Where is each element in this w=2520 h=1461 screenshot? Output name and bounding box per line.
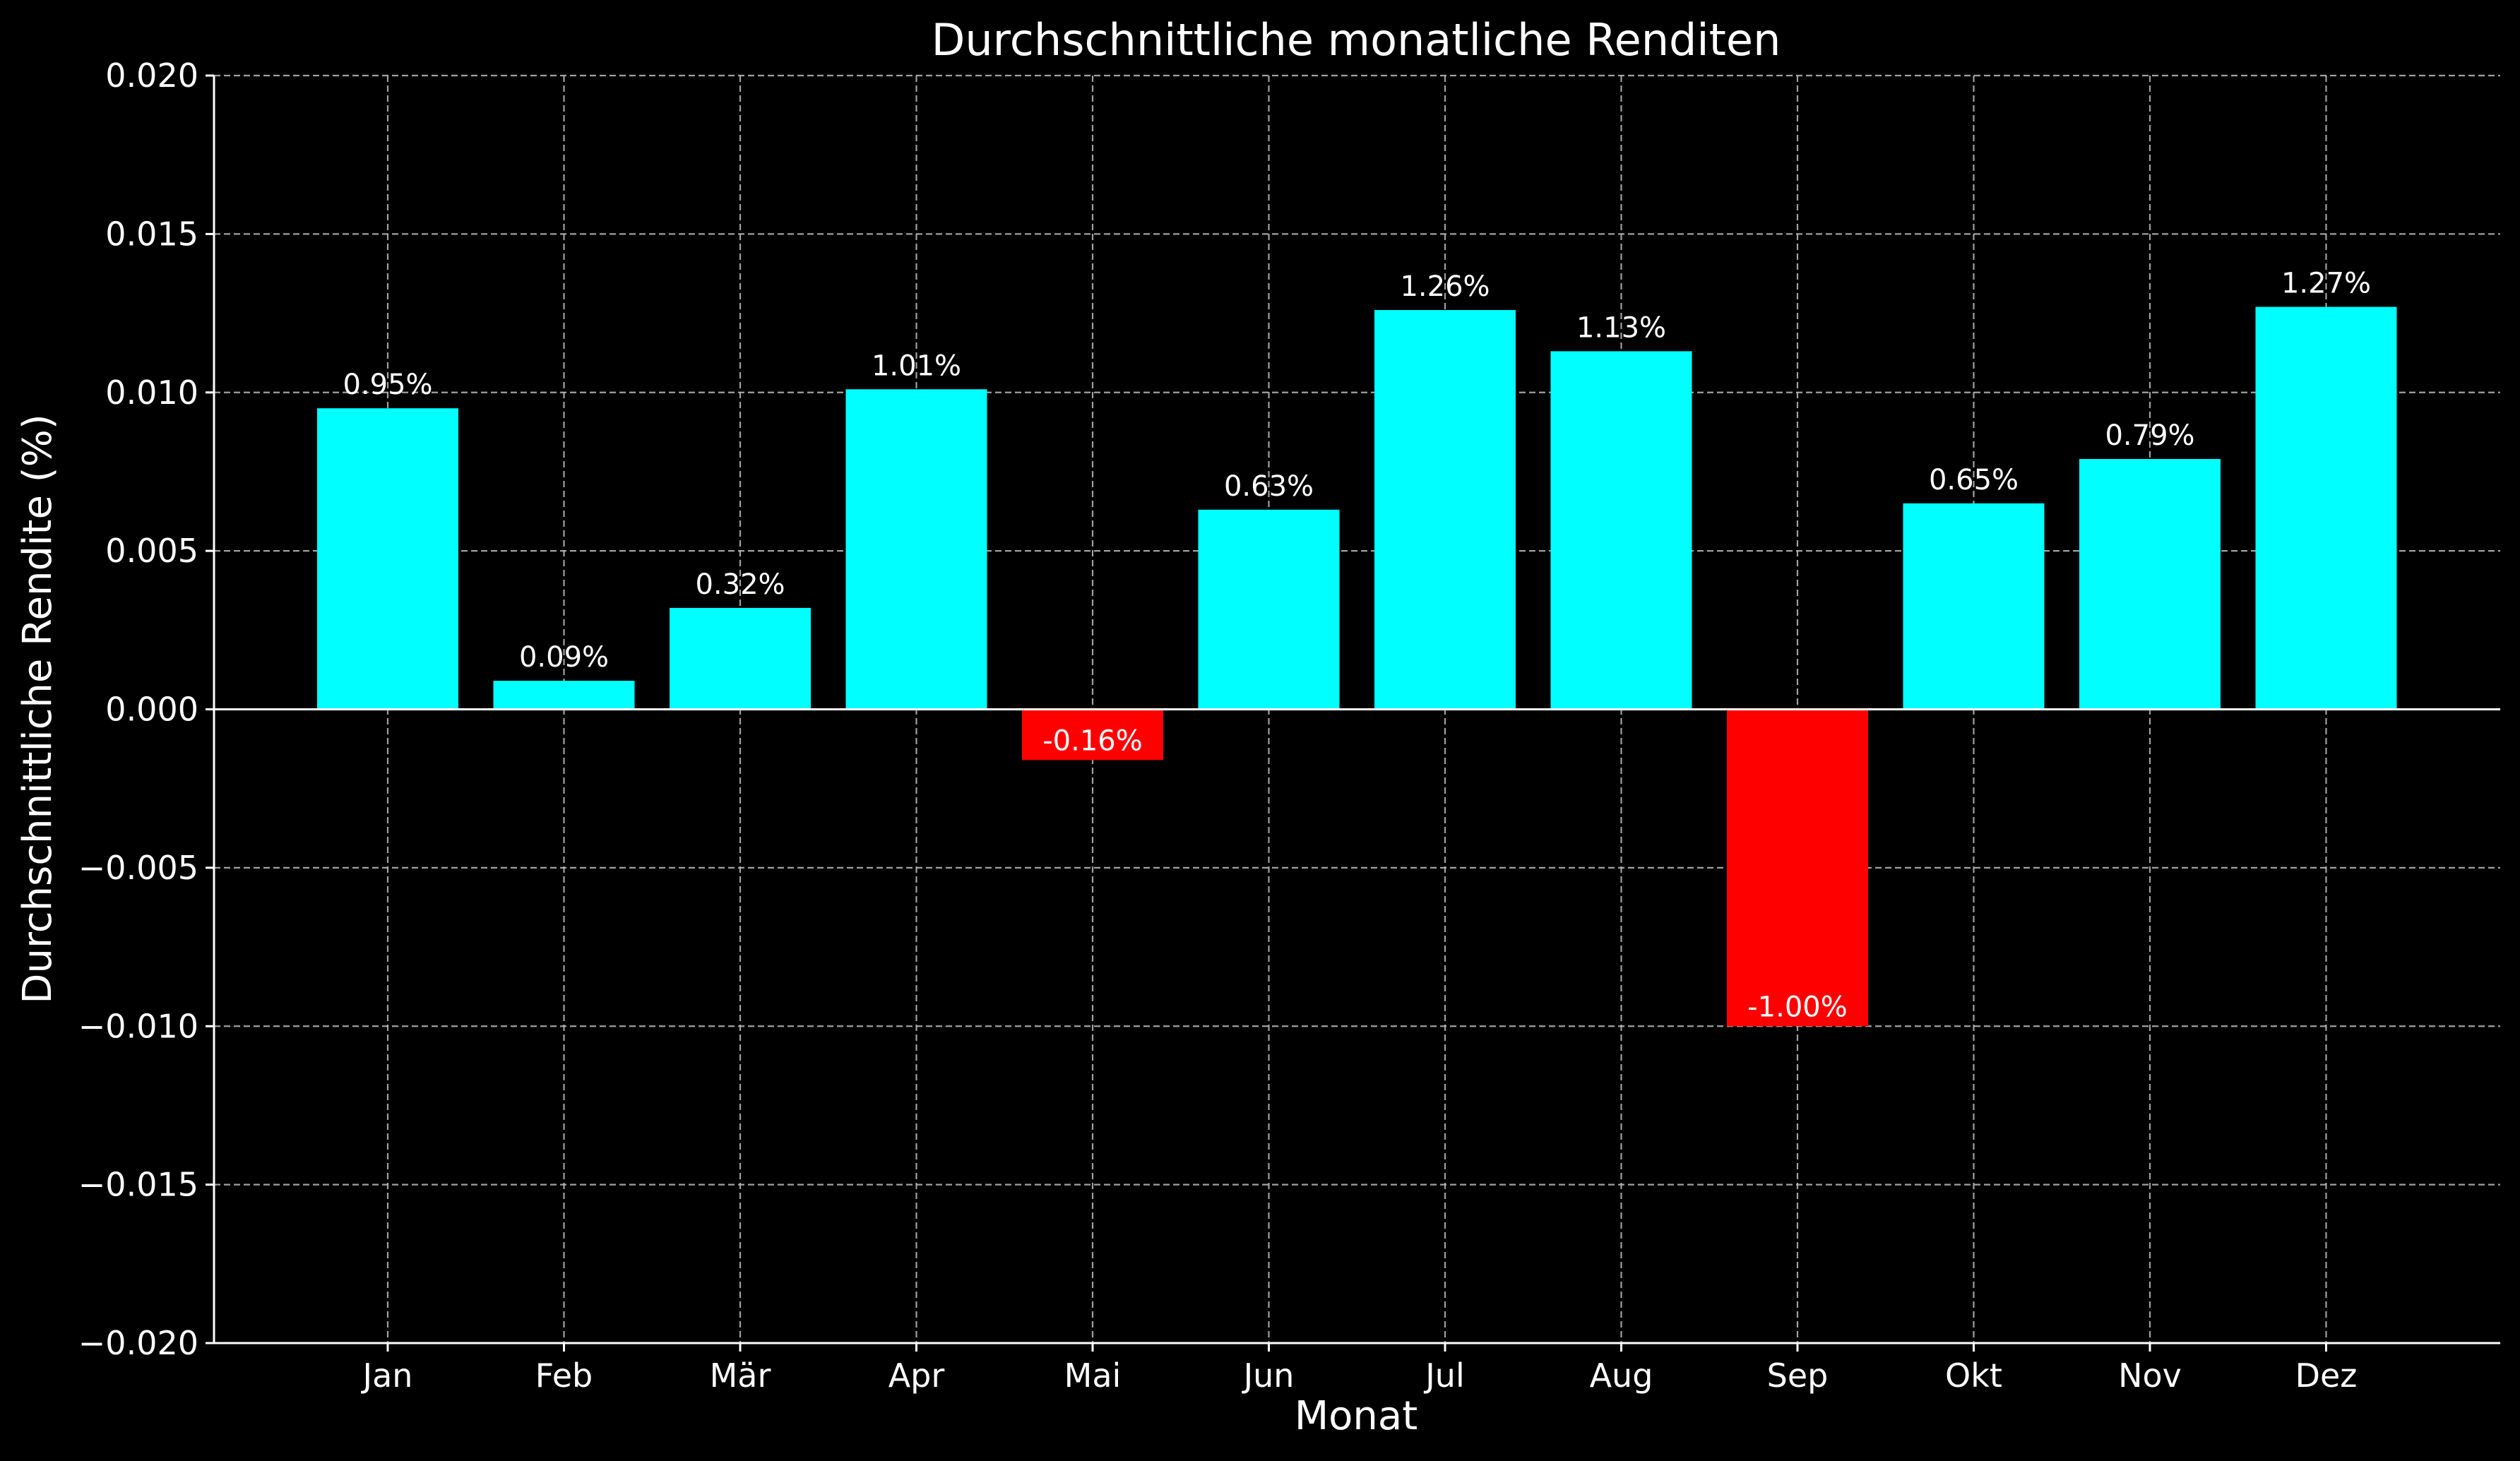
- bar-Sep: [1727, 709, 1868, 1027]
- bar-Okt: [1903, 503, 2045, 710]
- y-tick-label: −0.020: [78, 1324, 198, 1362]
- x-tick-label: Nov: [2118, 1356, 2182, 1395]
- x-tick-label: Mär: [710, 1356, 771, 1395]
- x-tick-label: Feb: [535, 1356, 593, 1395]
- labels-layer: −0.020 −0.015 −0.010 −0.005 0.000 0.005 0.010 0…: [78, 56, 2371, 1395]
- data-label-Feb: 0.09%: [519, 641, 609, 674]
- axes-layer: [206, 74, 2500, 1352]
- bar-Apr: [845, 389, 987, 710]
- y-tick-label: 0.010: [105, 374, 198, 412]
- x-tick-label: Jun: [1242, 1356, 1295, 1395]
- x-tick-label: Jul: [1423, 1356, 1465, 1395]
- data-label-Okt: 0.65%: [1929, 464, 2019, 496]
- data-label-Aug: 1.13%: [1576, 311, 1666, 344]
- bar-Jan: [317, 408, 458, 710]
- y-tick-label: −0.015: [78, 1166, 198, 1204]
- y-tick-label: 0.000: [105, 691, 198, 729]
- chart-title: Durchschnittliche monatliche Renditen: [932, 14, 1781, 66]
- bar-Mär: [670, 607, 811, 710]
- x-axis-label: Monat: [1295, 1393, 1418, 1439]
- y-axis-label: Durchschnittliche Rendite (%): [15, 414, 61, 1003]
- y-tick-label: −0.010: [78, 1007, 198, 1045]
- data-label-Sep: -1.00%: [1747, 991, 1848, 1023]
- bar-Jun: [1198, 509, 1340, 710]
- x-tick-label: Dez: [2295, 1356, 2358, 1395]
- y-tick-label: −0.005: [78, 849, 198, 887]
- bar-Mai: [1022, 709, 1163, 761]
- x-tick-label: Okt: [1945, 1356, 2002, 1395]
- bar-Aug: [1550, 351, 1692, 710]
- bar-Nov: [2079, 458, 2221, 710]
- data-label-Mär: 0.32%: [695, 568, 785, 601]
- y-tick-label: 0.005: [105, 532, 198, 570]
- bar-Feb: [493, 681, 635, 710]
- x-tick-label: Sep: [1767, 1356, 1829, 1395]
- data-label-Dez: 1.27%: [2281, 268, 2371, 300]
- x-tick-label: Apr: [888, 1356, 945, 1395]
- data-label-Jun: 0.63%: [1224, 470, 1314, 503]
- x-tick-label: Jan: [361, 1356, 413, 1395]
- bar-Jul: [1374, 310, 1516, 710]
- data-label-Nov: 0.79%: [2105, 419, 2194, 452]
- x-tick-label: Aug: [1590, 1356, 1653, 1395]
- data-label-Apr: 1.01%: [872, 350, 961, 382]
- bars-layer: [317, 306, 2397, 1027]
- data-label-Jan: 0.95%: [343, 369, 432, 401]
- data-label-Mai: -0.16%: [1042, 724, 1143, 757]
- y-tick-label: 0.015: [105, 215, 198, 253]
- x-tick-label: Mai: [1064, 1356, 1122, 1395]
- bar-Dez: [2255, 306, 2397, 710]
- y-tick-label: 0.020: [105, 56, 198, 95]
- data-label-Jul: 1.26%: [1400, 270, 1490, 303]
